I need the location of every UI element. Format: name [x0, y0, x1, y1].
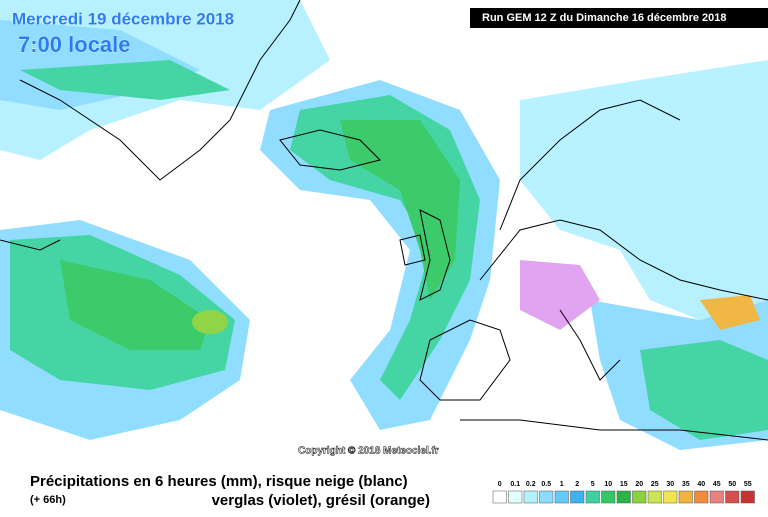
scale-label: 0.2: [526, 481, 536, 488]
run-label: Run GEM 12 Z du Dimanche 16 décembre 201…: [482, 12, 727, 24]
time-title: 7:00 locale: [18, 32, 131, 57]
scale-swatch: [632, 490, 647, 504]
scale-swatch: [570, 490, 585, 504]
scale-label: 10: [604, 481, 612, 488]
scale-label: 5: [591, 481, 595, 488]
scale-swatch: [694, 490, 709, 504]
scale-label: 25: [651, 481, 659, 488]
scale-swatch: [663, 490, 678, 504]
legend-panel: [0, 460, 768, 512]
scale-label: 35: [682, 481, 690, 488]
color-scale: 0 0.1 0.2 0.5 1 2 5 10 15 20 25 30 35 40 45 50 55: [492, 481, 755, 504]
lead-time: (+ 66h): [30, 494, 66, 506]
scale-swatch: [725, 490, 740, 504]
scale-swatch: [616, 490, 631, 504]
scale-label: 45: [713, 481, 721, 488]
run-box: [470, 8, 768, 28]
scale-label: 40: [697, 481, 705, 488]
legend-title: Précipitations en 6 heures (mm), risque …: [30, 473, 408, 490]
scale-label: 50: [728, 481, 736, 488]
scale-label: 2: [575, 481, 579, 488]
scale-label: 20: [635, 481, 643, 488]
scale-swatch: [508, 490, 523, 504]
scale-swatch: [539, 490, 554, 504]
date-title: Mercredi 19 décembre 2018: [12, 9, 234, 28]
scale-label: 0.5: [541, 481, 551, 488]
scale-label: 55: [744, 481, 752, 488]
scale-swatch: [492, 490, 507, 504]
scale-label: 0: [498, 481, 502, 488]
coastlines: [0, 0, 768, 441]
scale-swatch: [585, 490, 600, 504]
scale-swatch: [740, 490, 755, 504]
scale-label: 30: [666, 481, 674, 488]
copyright: Copyright © 2018 Meteociel.fr: [298, 446, 439, 457]
scale-swatch: [601, 490, 616, 504]
scale-label: 1: [560, 481, 564, 488]
scale-label: 15: [620, 481, 628, 488]
scale-label: 0.1: [510, 481, 520, 488]
scale-swatch: [678, 490, 693, 504]
scale-swatch: [523, 490, 538, 504]
legend-subtitle: verglas (violet), grésil (orange): [212, 492, 430, 509]
scale-swatch: [647, 490, 662, 504]
scale-swatch: [554, 490, 569, 504]
scale-swatch: [709, 490, 724, 504]
